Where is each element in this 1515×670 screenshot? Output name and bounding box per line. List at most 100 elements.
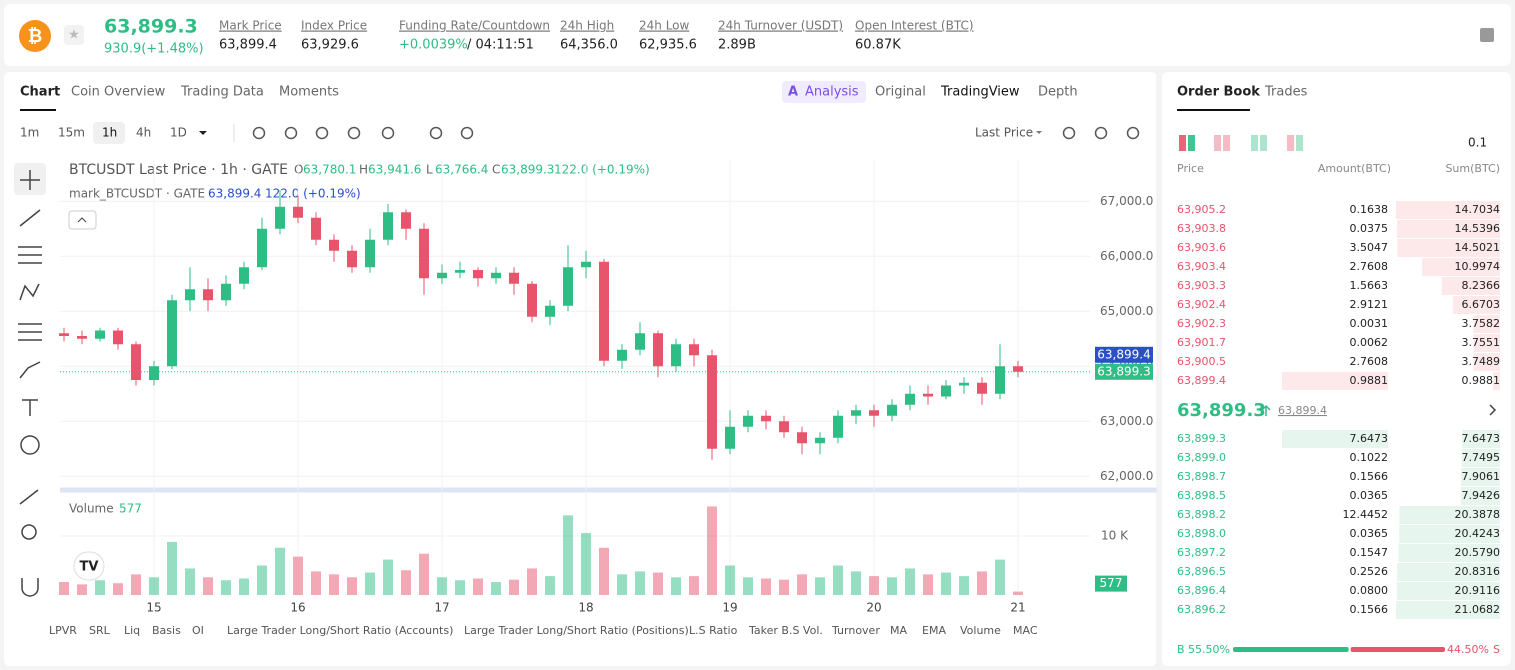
toolbar-icon[interactable] xyxy=(381,126,395,140)
toolbar-icon[interactable] xyxy=(315,126,329,140)
tool-magnet[interactable] xyxy=(21,578,39,597)
toolbar-icon[interactable] xyxy=(429,126,443,140)
indicator[interactable]: MA xyxy=(890,624,907,637)
candle-body xyxy=(563,267,573,306)
ob-tab[interactable]: Order Book xyxy=(1177,85,1260,100)
ob-price[interactable]: 63,897.2 xyxy=(1177,546,1226,559)
ob-price[interactable]: 63,898.7 xyxy=(1177,470,1226,483)
ob-tab[interactable]: Trades xyxy=(1264,85,1308,100)
tool-zoom[interactable] xyxy=(21,524,37,540)
view-tab[interactable]: Depth xyxy=(1038,85,1078,100)
ob-price[interactable]: 63,903.4 xyxy=(1177,260,1226,273)
indicator[interactable]: OI xyxy=(192,624,204,637)
view-tab[interactable]: TradingView xyxy=(940,85,1020,100)
indicator[interactable]: MACD xyxy=(1013,624,1046,637)
tool-line[interactable] xyxy=(19,209,41,227)
ob-price[interactable]: 63,896.4 xyxy=(1177,584,1226,597)
ob-price[interactable]: 63,898.5 xyxy=(1177,489,1226,502)
interval[interactable]: 1D xyxy=(170,126,187,140)
legend-value: 63,899.3 xyxy=(501,163,554,177)
ob-price[interactable]: 63,903.3 xyxy=(1177,279,1226,292)
indicator[interactable]: EMA xyxy=(922,624,946,637)
indicator[interactable]: Turnover xyxy=(831,624,880,637)
depth-bar xyxy=(1397,220,1500,238)
indicator[interactable]: Large Trader Long/Short Ratio (Accounts) xyxy=(227,624,453,637)
tool-channel[interactable] xyxy=(18,246,42,264)
collapse-button[interactable] xyxy=(68,210,97,230)
toolbar-icon[interactable] xyxy=(252,126,266,140)
price-type[interactable]: Last Price xyxy=(975,126,1033,140)
ob-price[interactable]: 63,899.4 xyxy=(1177,374,1226,387)
chart-tab[interactable]: Coin Overview xyxy=(71,85,166,100)
indicator[interactable]: Volume xyxy=(960,624,1001,637)
ob-price[interactable]: 63,903.6 xyxy=(1177,241,1226,254)
volume-bar xyxy=(815,577,825,595)
indicator[interactable]: SRL xyxy=(89,624,111,637)
ob-price[interactable]: 63,898.0 xyxy=(1177,527,1226,540)
ob-price[interactable]: 63,902.3 xyxy=(1177,317,1226,330)
toolbar-icon[interactable] xyxy=(1126,126,1140,140)
view-mode[interactable] xyxy=(1188,135,1195,151)
view-tab[interactable]: Original xyxy=(875,85,926,100)
favorite-button[interactable] xyxy=(64,25,84,45)
candle-body xyxy=(203,289,213,301)
interval[interactable]: 1h xyxy=(102,126,117,140)
ob-sum: 3.7489 xyxy=(1462,355,1501,368)
view-tab[interactable]: Analysis xyxy=(805,85,859,100)
ob-price[interactable]: 63,901.7 xyxy=(1177,336,1226,349)
volume-bar xyxy=(149,577,159,595)
tool-ruler[interactable] xyxy=(19,489,39,505)
ob-price[interactable]: 63,902.4 xyxy=(1177,298,1226,311)
ob-sum: 6.6703 xyxy=(1462,298,1501,311)
ob-price[interactable]: 63,905.2 xyxy=(1177,203,1226,216)
indicator[interactable]: LPVR xyxy=(49,624,77,637)
ob-price[interactable]: 63,903.8 xyxy=(1177,222,1226,235)
settings-icon[interactable] xyxy=(1480,28,1494,42)
view-mode[interactable] xyxy=(1251,135,1258,151)
toolbar-icon[interactable] xyxy=(284,126,298,140)
tool-crosshair[interactable] xyxy=(20,170,40,190)
ob-price[interactable]: 63,898.2 xyxy=(1177,508,1226,521)
tool-text[interactable] xyxy=(22,399,38,416)
tool-pattern[interactable] xyxy=(19,283,40,301)
ob-price[interactable]: 63,896.2 xyxy=(1177,603,1226,616)
ob-price[interactable]: 63,896.5 xyxy=(1177,565,1226,578)
legend-key: L xyxy=(426,163,433,177)
view-mode[interactable] xyxy=(1260,135,1267,151)
tool-brush[interactable] xyxy=(19,361,41,379)
tool-emoji[interactable] xyxy=(20,435,40,455)
interval[interactable]: 4h xyxy=(136,126,151,140)
chart-tab[interactable]: Moments xyxy=(279,85,339,100)
tool-fib[interactable] xyxy=(18,323,42,341)
ob-price[interactable]: 63,899.0 xyxy=(1177,451,1226,464)
candle-body xyxy=(995,366,1005,394)
precision[interactable]: 0.1 xyxy=(1468,136,1487,150)
chart-tab[interactable]: Trading Data xyxy=(180,85,264,100)
indicator[interactable]: Taker B.S Vol. xyxy=(748,624,823,637)
x-tick-label: 18 xyxy=(578,601,593,615)
ob-price[interactable]: 63,899.3 xyxy=(1177,432,1226,445)
view-mode[interactable] xyxy=(1223,135,1230,151)
stat-value: +0.0039% xyxy=(399,38,468,53)
toolbar-icon[interactable] xyxy=(460,126,474,140)
indicator[interactable]: L.S Ratio xyxy=(689,624,738,637)
interval[interactable]: 1m xyxy=(20,126,39,140)
ob-sum: 7.9061 xyxy=(1462,470,1501,483)
ob-price[interactable]: 63,900.5 xyxy=(1177,355,1226,368)
view-mode[interactable] xyxy=(1287,135,1294,151)
toolbar-icon[interactable] xyxy=(347,126,361,140)
more-arrow[interactable] xyxy=(1489,404,1497,416)
indicator[interactable]: Liq xyxy=(124,624,140,637)
chart-tab[interactable]: Chart xyxy=(20,85,60,100)
view-mode[interactable] xyxy=(1179,135,1186,151)
depth-bar xyxy=(1396,601,1500,619)
toolbar-icon[interactable] xyxy=(1094,126,1108,140)
view-mode[interactable] xyxy=(1296,135,1303,151)
candle-body xyxy=(797,432,807,444)
indicator[interactable]: Large Trader Long/Short Ratio (Positions… xyxy=(464,624,689,637)
depth-bar xyxy=(1473,353,1500,371)
toolbar-icon[interactable] xyxy=(1062,126,1076,140)
view-mode[interactable] xyxy=(1214,135,1221,151)
indicator[interactable]: Basis xyxy=(152,624,181,637)
interval[interactable]: 15m xyxy=(58,126,85,140)
